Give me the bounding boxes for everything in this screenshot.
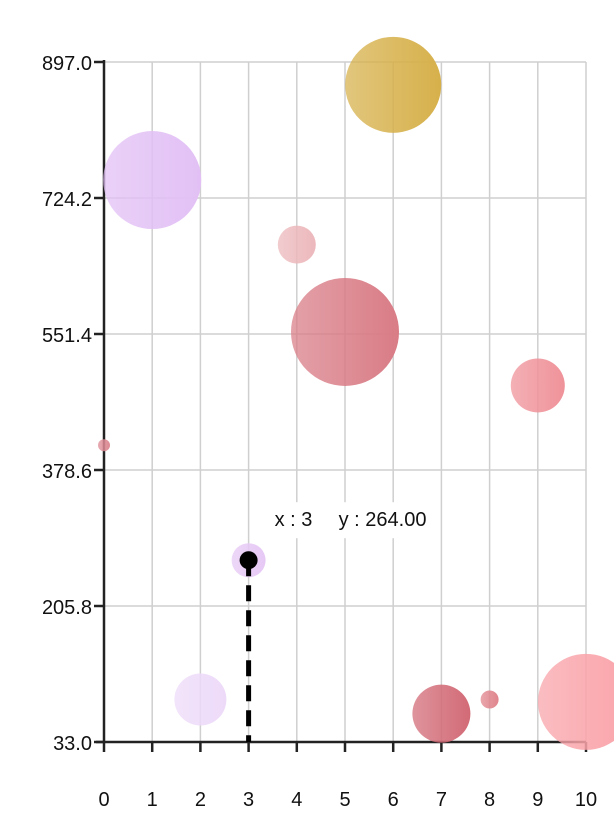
x-tick-label: 2 [195,789,206,811]
tooltip-x-label: x : 3 [275,509,313,531]
bubble[interactable] [103,131,202,230]
bubble[interactable] [538,653,614,750]
tooltip-y-label: y : 264.00 [339,509,427,531]
bubble[interactable] [480,690,499,709]
bubble[interactable] [412,684,471,743]
tooltip-marker[interactable] [239,551,258,570]
x-tick-label: 9 [532,789,543,811]
y-tick-label: 33.0 [53,733,92,755]
bubble[interactable] [345,36,442,133]
x-tick-label: 10 [575,789,597,811]
tooltip-box [250,502,429,539]
x-tick-label: 1 [147,789,158,811]
x-tick-label: 8 [484,789,495,811]
y-tick-label: 378.6 [42,461,92,483]
tooltip: x : 3 y : 264.00 [239,502,429,742]
x-tick-label: 7 [436,789,447,811]
x-tick-label: 4 [291,789,302,811]
y-tick-label: 205.8 [42,597,92,619]
x-tick-label: 3 [243,789,254,811]
bubble[interactable] [277,225,316,264]
x-tick-label: 0 [98,789,109,811]
bubble[interactable] [291,277,399,386]
bubble[interactable] [174,673,227,726]
y-tick-label: 551.4 [42,325,92,347]
bubble[interactable] [98,439,110,452]
bubbles [98,36,614,750]
x-tick-label: 5 [339,789,350,811]
y-tick-label: 897.0 [42,53,92,75]
x-tick-label: 6 [388,789,399,811]
axes: 33.0 205.8 378.6 551.4 724.2 897.0 0 1 2 3 4 5 6 7 8 9 1… [42,53,597,811]
bubble[interactable] [510,358,565,413]
y-tick-label: 724.2 [42,189,92,211]
